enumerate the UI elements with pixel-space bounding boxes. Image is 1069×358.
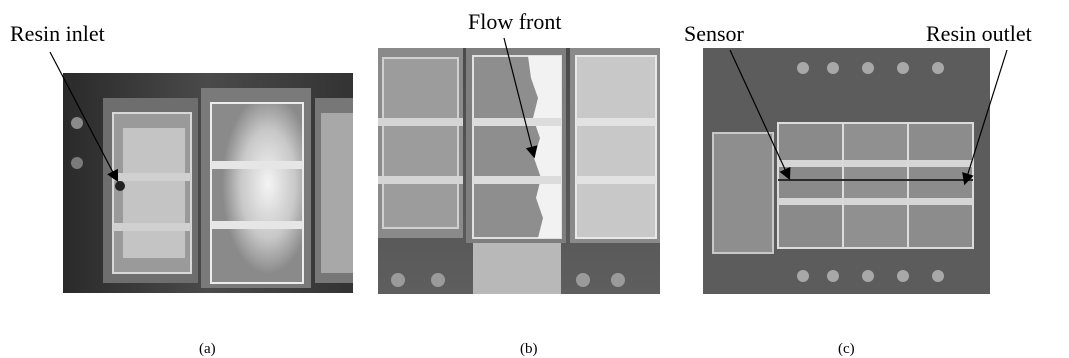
caption-b: (b) [520,341,538,357]
resin-inlet-label: Resin inlet [10,21,105,46]
photo-b [378,48,660,294]
caption-a: (a) [199,341,216,357]
photo-c [703,48,990,294]
caption-c: (c) [838,341,855,357]
flow-front-label: Flow front [468,9,562,34]
photo-a [63,73,353,293]
resin-outlet-label: Resin outlet [926,21,1032,46]
sensor-label: Sensor [684,21,744,46]
